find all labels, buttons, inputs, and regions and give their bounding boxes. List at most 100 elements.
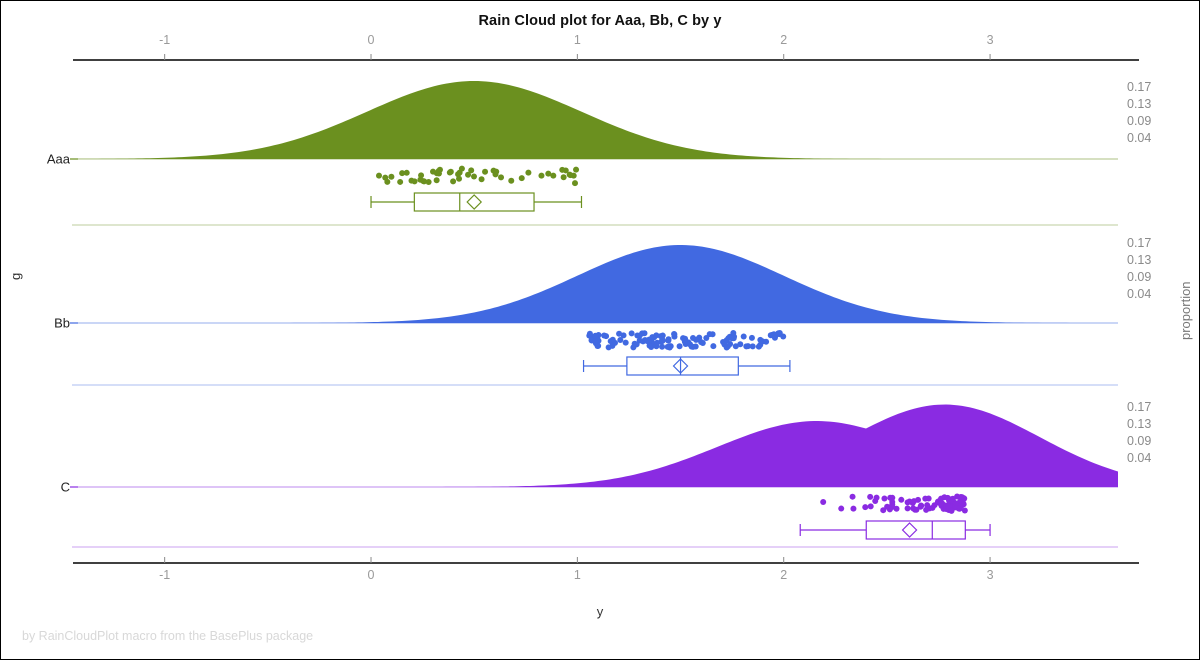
data-point — [952, 500, 959, 507]
data-point — [603, 333, 610, 340]
data-point — [689, 335, 696, 342]
data-point — [743, 343, 750, 350]
group-panel-aaa — [72, 81, 1118, 226]
y-axis-group-label-c: C — [60, 479, 70, 495]
x-tick-label-bottom: 1 — [573, 568, 581, 582]
data-point — [399, 170, 406, 177]
data-point — [382, 174, 389, 181]
data-point — [944, 494, 951, 501]
data-point — [665, 336, 672, 343]
data-point — [586, 330, 593, 337]
y-axis-group-label-aaa: Aaa — [46, 151, 70, 167]
proportion-tick-label: 0.17 — [1127, 400, 1152, 414]
x-tick-label-top: 1 — [573, 33, 581, 47]
data-point — [889, 499, 896, 506]
data-point — [411, 178, 418, 185]
data-point — [862, 504, 869, 511]
data-point — [867, 493, 874, 500]
data-point — [508, 177, 515, 184]
y-axis-group-label-bb: Bb — [54, 315, 70, 331]
data-point — [880, 507, 887, 514]
data-point — [468, 167, 475, 174]
x-tick-label-bottom: -1 — [159, 568, 171, 582]
data-point — [867, 503, 874, 510]
data-point — [518, 175, 525, 182]
data-point — [757, 336, 764, 343]
data-point — [838, 505, 845, 512]
box-iqr — [413, 192, 535, 212]
data-point — [622, 339, 629, 346]
data-point — [884, 503, 891, 510]
dot-cloud — [586, 329, 787, 351]
data-point — [628, 330, 635, 337]
data-point — [728, 335, 735, 342]
data-point — [727, 340, 734, 347]
mean-diamond — [672, 358, 689, 374]
page-title: Rain Cloud plot for Aaa, Bb, C by y — [478, 13, 722, 29]
data-point — [376, 172, 382, 179]
density-cloud — [78, 81, 1118, 159]
data-point — [420, 178, 427, 185]
data-point — [961, 507, 968, 514]
data-point — [671, 330, 678, 337]
data-point — [937, 500, 944, 507]
data-point — [641, 330, 648, 337]
data-point — [654, 339, 661, 346]
data-point — [397, 178, 404, 185]
data-point — [910, 498, 917, 505]
data-point — [703, 335, 710, 342]
data-point — [776, 329, 783, 336]
box-plot — [370, 192, 583, 212]
proportion-tick-label: 0.17 — [1127, 236, 1152, 250]
data-point — [645, 338, 652, 345]
data-point — [710, 343, 717, 350]
data-point — [594, 343, 601, 350]
data-point — [698, 339, 705, 346]
proportion-tick-label: 0.09 — [1127, 434, 1152, 448]
x-tick-label-bottom: 3 — [986, 568, 994, 582]
proportion-tick-label: 0.13 — [1127, 417, 1152, 431]
data-point — [433, 177, 440, 184]
data-point — [959, 499, 966, 506]
data-point — [709, 331, 716, 338]
data-point — [465, 171, 472, 178]
data-point — [763, 338, 770, 345]
data-point — [659, 343, 666, 350]
data-point — [912, 506, 919, 513]
mean-diamond — [466, 194, 483, 210]
proportion-tick-label: 0.09 — [1127, 114, 1152, 128]
data-point — [545, 170, 552, 177]
data-point — [617, 337, 624, 344]
y-axis-title: g — [8, 272, 23, 280]
dot-cloud — [820, 493, 968, 514]
proportion-tick-label: 0.04 — [1127, 131, 1152, 145]
data-point — [757, 341, 764, 348]
data-point — [925, 495, 932, 502]
data-point — [924, 502, 931, 509]
box-plot — [582, 356, 791, 376]
x-tick-label-bottom: 2 — [780, 568, 788, 582]
data-point — [573, 166, 580, 173]
x-tick-label-top: 2 — [780, 33, 788, 47]
data-point — [898, 496, 905, 503]
data-point — [906, 498, 913, 505]
data-point — [562, 167, 569, 174]
data-point — [592, 338, 599, 345]
data-point — [657, 333, 664, 340]
data-point — [771, 334, 778, 341]
group-panel-bb — [72, 245, 1118, 386]
density-cloud — [78, 404, 1118, 487]
data-point — [929, 504, 936, 511]
proportion-tick-label: 0.13 — [1127, 97, 1152, 111]
data-point — [446, 169, 453, 176]
data-point — [388, 173, 395, 180]
data-point — [478, 176, 485, 183]
data-point — [948, 507, 955, 514]
data-point — [692, 343, 699, 350]
data-point — [666, 344, 673, 351]
group-panel-c — [72, 404, 1118, 548]
data-point — [737, 341, 744, 348]
